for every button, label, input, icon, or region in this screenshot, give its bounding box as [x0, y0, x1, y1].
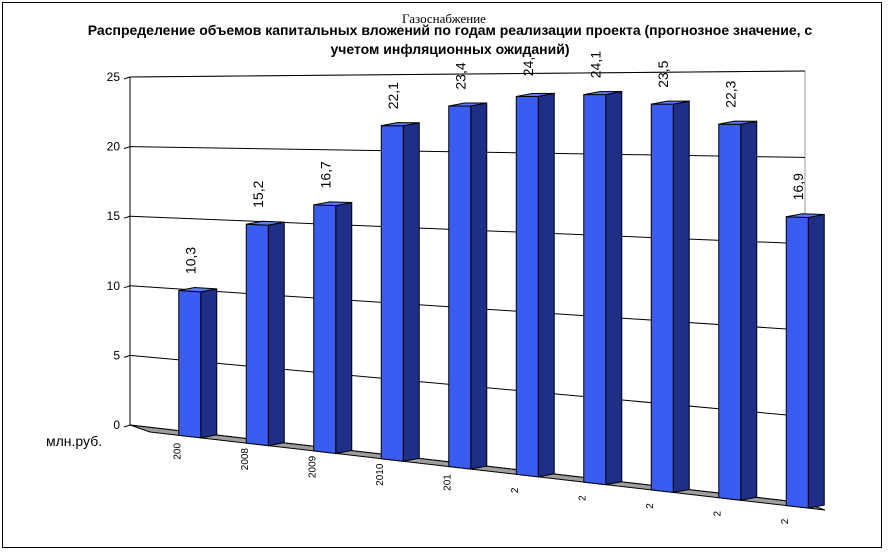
- bar-top: [718, 120, 757, 125]
- bar: [583, 94, 607, 486]
- bar: [515, 95, 539, 478]
- chart-title: Распределение объемов капитальных вложен…: [87, 22, 813, 57]
- data-label: 23,5: [655, 60, 671, 87]
- bar-top: [516, 92, 555, 97]
- y-tick-label: 5: [113, 348, 120, 362]
- bar-side: [807, 213, 825, 509]
- bar-side: [200, 288, 218, 439]
- bar-top: [448, 102, 487, 107]
- x-tick-label: 2009: [308, 455, 319, 478]
- x-tick-label: 2: [780, 518, 791, 524]
- y-tick-label: 10: [107, 279, 121, 293]
- data-label: 23,4: [453, 62, 469, 89]
- y-tick-label: 25: [107, 70, 121, 84]
- y-tick: [123, 76, 131, 80]
- x-tick-label: 200: [173, 443, 184, 460]
- bar-side: [335, 201, 353, 455]
- data-label: 16,9: [790, 173, 806, 200]
- bar: [650, 103, 674, 494]
- bar-side: [672, 100, 690, 494]
- x-tick-label: 201: [443, 474, 454, 491]
- y-tick: [123, 424, 131, 428]
- x-tick-label: 2008: [240, 448, 251, 471]
- data-label: 22,1: [385, 82, 401, 109]
- bar-top: [178, 286, 217, 293]
- bar-top: [786, 213, 825, 218]
- bar-side: [402, 122, 420, 462]
- x-tick-label: 2: [510, 487, 521, 493]
- y-tick-label: 0: [113, 418, 120, 432]
- bar: [178, 289, 202, 439]
- bar-side: [605, 90, 623, 486]
- y-tick: [123, 215, 131, 219]
- data-label: 22,3: [723, 80, 739, 107]
- bar: [380, 125, 404, 462]
- bar-side: [537, 92, 555, 478]
- bar: [245, 223, 269, 447]
- bar-top: [246, 220, 285, 226]
- bar: [448, 105, 472, 470]
- data-label: 15,2: [250, 180, 266, 207]
- bar-side: [267, 221, 285, 447]
- bar-top: [583, 91, 622, 96]
- y-axis-label: млн.руб.: [46, 433, 103, 449]
- bar-side: [740, 120, 758, 501]
- bar-top: [313, 201, 352, 207]
- y-tick-label: 15: [107, 209, 121, 223]
- y-tick: [123, 146, 131, 150]
- y-tick: [123, 285, 131, 289]
- bar-top: [651, 100, 690, 105]
- overlay-title: Газоснабжение: [402, 11, 486, 26]
- gridline: [129, 70, 806, 78]
- bar: [718, 123, 742, 501]
- data-label: 16,7: [318, 161, 334, 188]
- data-label: 24,1: [588, 51, 604, 78]
- y-tick-label: 20: [107, 140, 121, 154]
- bar: [313, 204, 337, 455]
- x-tick-label: 2010: [375, 463, 386, 486]
- bar-side: [470, 102, 488, 470]
- data-label: 24,: [520, 57, 536, 76]
- x-tick-label: 2: [645, 503, 656, 509]
- x-tick-label: 2: [578, 495, 589, 501]
- x-tick-label: 2: [713, 511, 724, 517]
- y-tick: [123, 354, 131, 358]
- data-label: 10,3: [183, 247, 199, 274]
- bar-top: [381, 122, 420, 127]
- bar: [785, 216, 809, 509]
